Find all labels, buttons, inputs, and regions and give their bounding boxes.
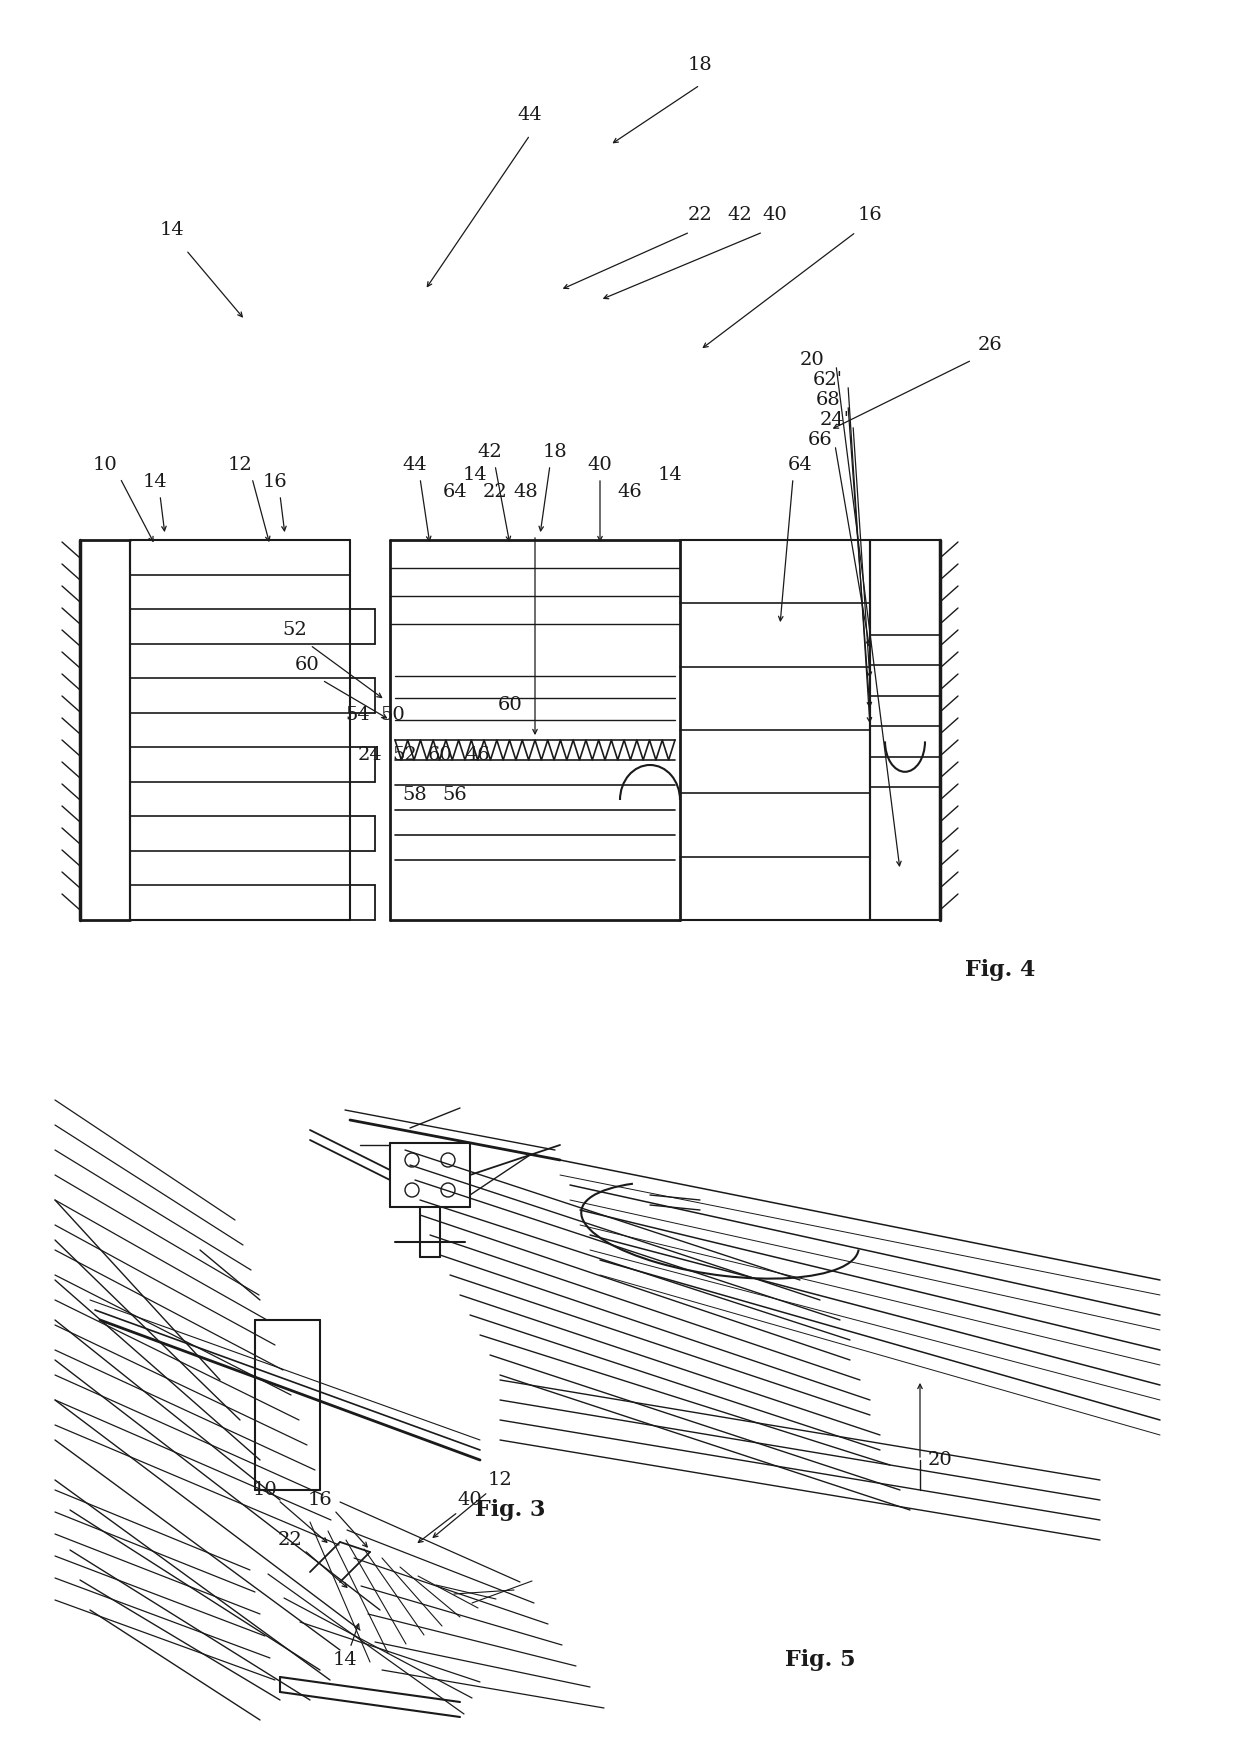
Text: 44: 44 bbox=[517, 107, 542, 124]
Text: 14: 14 bbox=[160, 221, 185, 238]
Text: 40: 40 bbox=[458, 1491, 482, 1508]
Text: 24: 24 bbox=[357, 746, 382, 764]
Text: Fig. 4: Fig. 4 bbox=[965, 958, 1035, 981]
Text: 42: 42 bbox=[477, 443, 502, 461]
Text: 64: 64 bbox=[443, 484, 467, 501]
Text: 16: 16 bbox=[263, 473, 288, 491]
Text: 62': 62' bbox=[813, 371, 843, 389]
Text: 16: 16 bbox=[308, 1491, 332, 1508]
Text: 12: 12 bbox=[487, 1472, 512, 1489]
Text: 22: 22 bbox=[688, 207, 712, 224]
Text: Fig. 5: Fig. 5 bbox=[785, 1649, 856, 1671]
Text: 24': 24' bbox=[820, 412, 849, 429]
Text: 10: 10 bbox=[93, 456, 118, 475]
Text: 14: 14 bbox=[332, 1650, 357, 1670]
Text: 18: 18 bbox=[543, 443, 568, 461]
Text: 46: 46 bbox=[618, 484, 642, 501]
Text: 68: 68 bbox=[816, 391, 841, 408]
Text: 20: 20 bbox=[800, 350, 825, 370]
Text: 50: 50 bbox=[381, 706, 405, 724]
Text: 14: 14 bbox=[143, 473, 167, 491]
Text: 40: 40 bbox=[763, 207, 787, 224]
Text: 12: 12 bbox=[228, 456, 253, 475]
Text: 66: 66 bbox=[807, 431, 832, 449]
Text: 52: 52 bbox=[283, 620, 308, 639]
Text: 46: 46 bbox=[466, 746, 490, 764]
Text: 22: 22 bbox=[278, 1531, 303, 1549]
Text: 18: 18 bbox=[688, 56, 712, 74]
Text: 26: 26 bbox=[977, 336, 1002, 354]
Text: 22: 22 bbox=[482, 484, 507, 501]
Text: 10: 10 bbox=[253, 1480, 278, 1500]
Text: 52: 52 bbox=[393, 746, 418, 764]
Text: 54: 54 bbox=[346, 706, 371, 724]
Text: 48: 48 bbox=[513, 484, 538, 501]
Text: 40: 40 bbox=[588, 456, 613, 475]
Text: 60: 60 bbox=[295, 655, 320, 675]
Text: 58: 58 bbox=[403, 787, 428, 804]
Text: 44: 44 bbox=[403, 456, 428, 475]
Text: 20: 20 bbox=[928, 1451, 952, 1468]
Text: 42: 42 bbox=[728, 207, 753, 224]
Text: 64: 64 bbox=[787, 456, 812, 475]
Text: 60: 60 bbox=[497, 696, 522, 715]
Text: 14: 14 bbox=[657, 466, 682, 484]
Text: 14: 14 bbox=[463, 466, 487, 484]
Text: 60: 60 bbox=[428, 746, 453, 764]
Text: 16: 16 bbox=[858, 207, 883, 224]
Text: 56: 56 bbox=[443, 787, 467, 804]
Text: Fig. 3: Fig. 3 bbox=[475, 1500, 546, 1521]
